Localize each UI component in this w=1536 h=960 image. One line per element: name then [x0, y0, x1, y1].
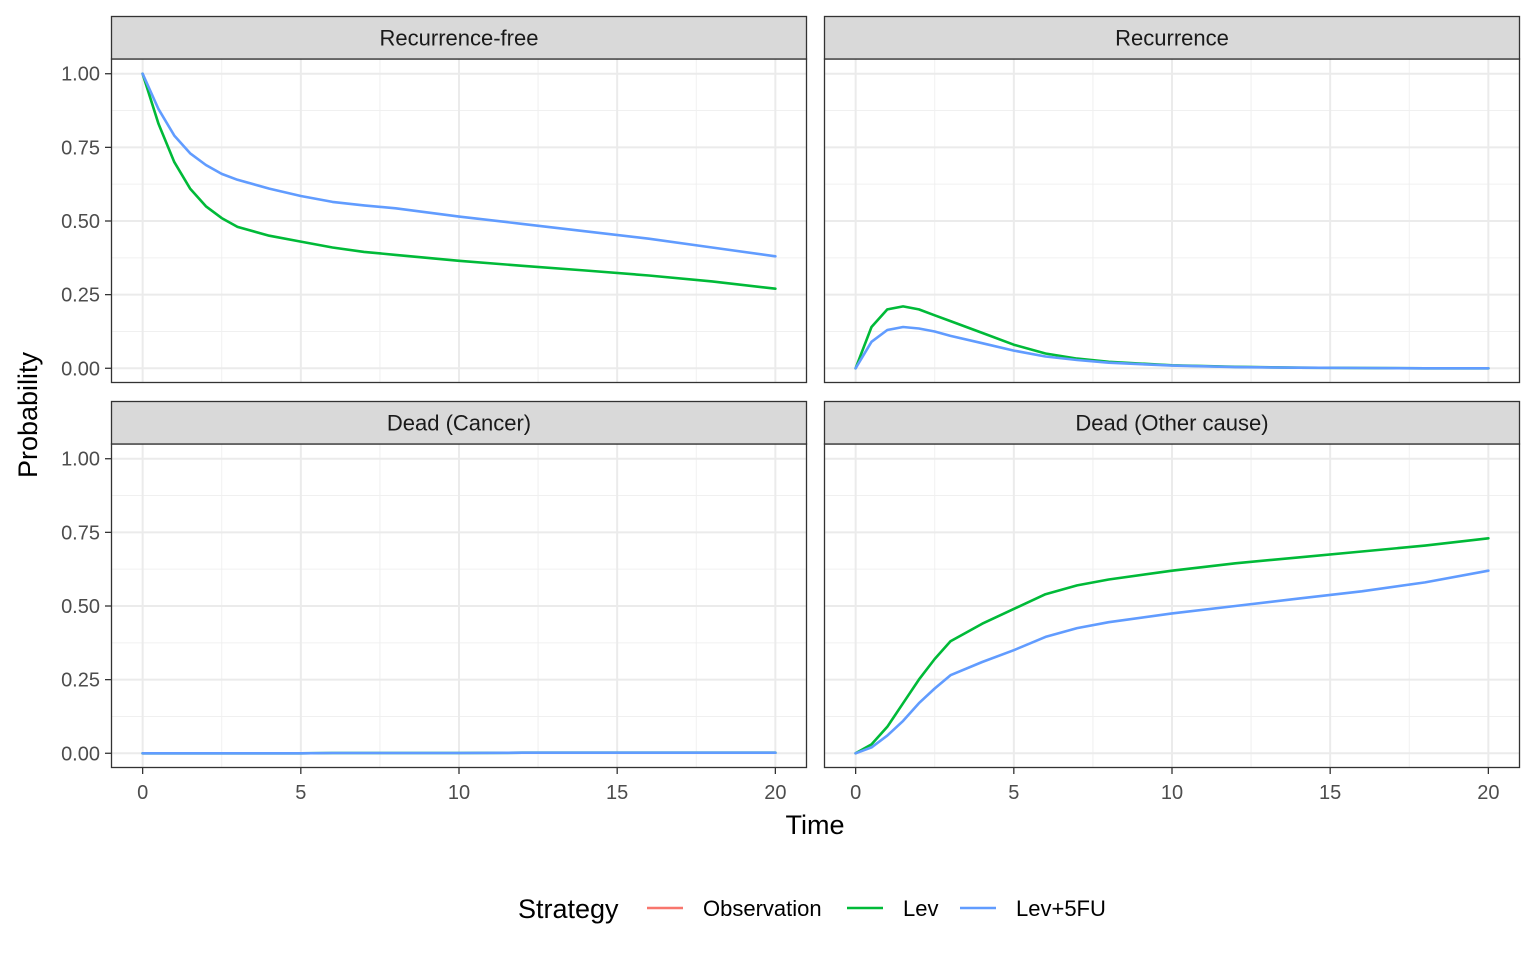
legend-label: Observation	[703, 896, 822, 921]
legend-label: Lev	[903, 896, 938, 921]
x-tick-label: 0	[137, 782, 148, 804]
x-tick-label: 15	[606, 782, 628, 804]
y-tick-label: 0.00	[61, 743, 100, 765]
facet-panels: Recurrence-free0.000.250.500.751.00Recur…	[61, 15, 1521, 804]
x-tick-label: 5	[1008, 782, 1019, 804]
y-axis-title: Probability	[13, 351, 43, 478]
y-tick-label: 1.00	[61, 449, 100, 471]
x-tick-label: 20	[1477, 782, 1499, 804]
y-tick-label: 0.25	[61, 285, 100, 307]
y-tick-label: 0.25	[61, 670, 100, 692]
strip-background	[823, 400, 1521, 445]
x-tick-label: 0	[850, 782, 861, 804]
series-line-lev-5fu	[141, 72, 777, 258]
x-tick-label: 10	[448, 782, 470, 804]
series-line-lev	[854, 536, 1490, 755]
series-line-lev-5fu	[854, 325, 1490, 370]
legend-label: Lev+5FU	[1016, 896, 1106, 921]
legend-title: Strategy	[518, 894, 619, 924]
x-tick-label: 5	[295, 782, 306, 804]
series-line-lev-5fu	[854, 569, 1490, 755]
x-tick-label: 15	[1319, 782, 1341, 804]
strip-label: Dead (Cancer)	[387, 411, 531, 436]
legend: Strategy Observation Lev Lev+5FU	[518, 894, 1106, 924]
y-tick-label: 0.75	[61, 522, 100, 544]
strip-background	[110, 400, 808, 445]
series-line-lev-5fu	[141, 751, 777, 755]
facet-panel: Dead (Cancer) 0.00 0.25 0.50 0.75 1.00 0 5 10 15 2…	[61, 400, 808, 804]
y-tick-label: 0.75	[61, 137, 100, 159]
x-tick-label: 10	[1161, 782, 1183, 804]
legend-entries: Observation Lev Lev+5FU	[647, 896, 1106, 921]
y-tick-label: 0.50	[61, 596, 100, 618]
strip-label: Dead (Other cause)	[1075, 411, 1268, 436]
facet-panel: Dead (Other cause) 0 5 10 15 20	[823, 400, 1521, 804]
strip-label: Recurrence-free	[380, 26, 539, 51]
x-axis-title: Time	[786, 810, 845, 840]
y-tick-label: 1.00	[61, 64, 100, 86]
facet-panel: Recurrence-free 0.00 0.25 0.50 0.75 1.00	[61, 15, 808, 384]
x-tick-label: 20	[764, 782, 786, 804]
series-line-lev	[141, 72, 777, 291]
strip-label: Recurrence	[1115, 26, 1229, 51]
y-tick-label: 0.50	[61, 211, 100, 233]
strip-background	[110, 15, 808, 60]
facet-panel: Recurrence	[823, 15, 1521, 384]
y-tick-label: 0.00	[61, 358, 100, 380]
strip-background	[823, 15, 1521, 60]
